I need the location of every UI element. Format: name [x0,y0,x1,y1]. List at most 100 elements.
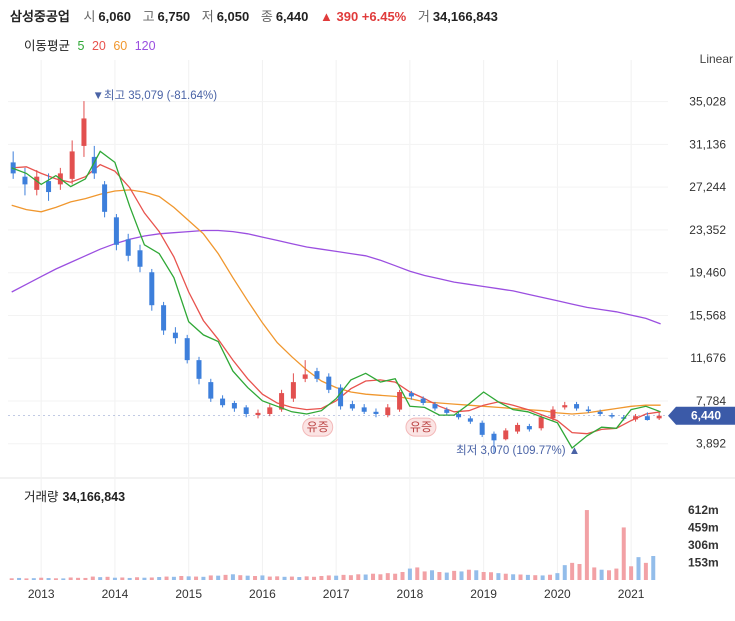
price-tick-label: 15,568 [689,308,726,322]
ma-legend[interactable]: 이동평균 5 20 60 120 [24,35,160,54]
volume-title-label: 거래량 [24,490,59,504]
volume-bar [135,577,140,580]
x-tick-label: 2013 [28,587,55,601]
low-value: 6,050 [216,9,250,24]
ma120-line [11,229,661,325]
volume-bar [289,576,294,580]
volume-bar [629,566,634,580]
volume-title-value: 34,166,843 [62,490,126,504]
candle-body [597,411,603,414]
volume-bar [334,575,339,580]
candle-body [91,156,97,174]
volume-bar [253,576,258,580]
candle-body [515,424,521,432]
max-price-annotation: ▼최고 35,079 (-81.64%) [92,89,217,102]
volume-bar [9,578,14,580]
price-tick-label: 23,352 [689,223,726,237]
candle-body [444,409,450,413]
volume-bar [17,577,22,580]
volume-bar [636,557,641,580]
candle-body [656,415,662,419]
price-tick-label: 3,892 [696,437,726,451]
open-value: 6,060 [98,9,131,24]
volume-bar [555,573,560,580]
candle-body [220,398,226,406]
volume-bar [348,575,353,580]
candle-body [385,407,391,416]
scale-mode-button[interactable]: Linear [699,52,733,66]
ma-legend-5: 5 [77,39,85,53]
ma5-line [11,150,661,449]
volume-bar [171,576,176,580]
candle-body [349,404,355,409]
volume-bar [245,575,250,580]
volume-bar [105,576,110,580]
candle-body [314,371,320,379]
volume-bar [260,575,265,580]
candle-body [102,184,108,212]
volume-bar [577,564,582,580]
candle-body [172,332,178,339]
volume-bar [489,572,494,580]
volume-bar [607,570,612,580]
current-price-label: 6,440 [691,409,721,423]
stock-name: 삼성중공업 [10,9,70,24]
candle-body [255,412,261,416]
candle-body [196,360,202,379]
volume-bar [533,575,538,580]
current-price-tag [668,406,735,425]
x-tick-label: 2015 [175,587,202,601]
volume-tick-label: 153m [688,556,719,570]
price-tick-label: 19,460 [689,266,726,280]
candle-body [161,305,167,331]
candle-body [231,402,237,409]
candle-body [574,404,580,409]
candle-body [538,417,544,429]
candle-body [550,409,556,419]
volume-bar [267,576,272,580]
volume-bar [621,527,626,580]
volume-bar [112,577,117,580]
candle-body [397,392,403,410]
close-value: 6,440 [275,9,309,24]
x-tick-label: 2014 [102,587,129,601]
candle-body [644,416,650,421]
volume-bar [459,571,464,580]
candle-body [113,217,119,245]
volume-bar [378,574,383,580]
event-tag [302,417,334,437]
candle-body [69,151,75,179]
volume-bar [76,577,81,580]
volume-bar [562,565,567,580]
volume-bar [61,578,66,580]
volume-bar [216,575,221,580]
volume-bar [149,577,154,580]
volume-bar [230,574,235,580]
volume-tick-label: 612m [688,503,719,517]
price-tick-label: 11,676 [690,351,726,365]
event-tag-label: 유증 [410,420,432,434]
volume-bar [201,576,206,580]
volume-bar [164,576,169,580]
volume-bar [179,576,184,580]
volume-bar [422,571,427,580]
x-tick-label: 2016 [249,587,276,601]
volume-bar [393,573,398,580]
candle-body [137,250,143,267]
candle-body [22,176,28,185]
volume-value: 34,166,843 [432,9,498,24]
candle-body [338,387,344,407]
volume-bar [341,574,346,580]
candle-body [290,382,296,399]
volume-bar [400,572,405,580]
volume-bar [481,572,486,580]
candle-body [585,409,591,412]
volume-bar [363,574,368,580]
volume-bar [540,575,545,580]
change-value: ▲ 390 +6.45% [320,9,407,24]
volume-bar [31,578,36,580]
volume-bar [584,510,589,580]
volume-bar [643,562,648,580]
volume-bar [385,573,390,580]
